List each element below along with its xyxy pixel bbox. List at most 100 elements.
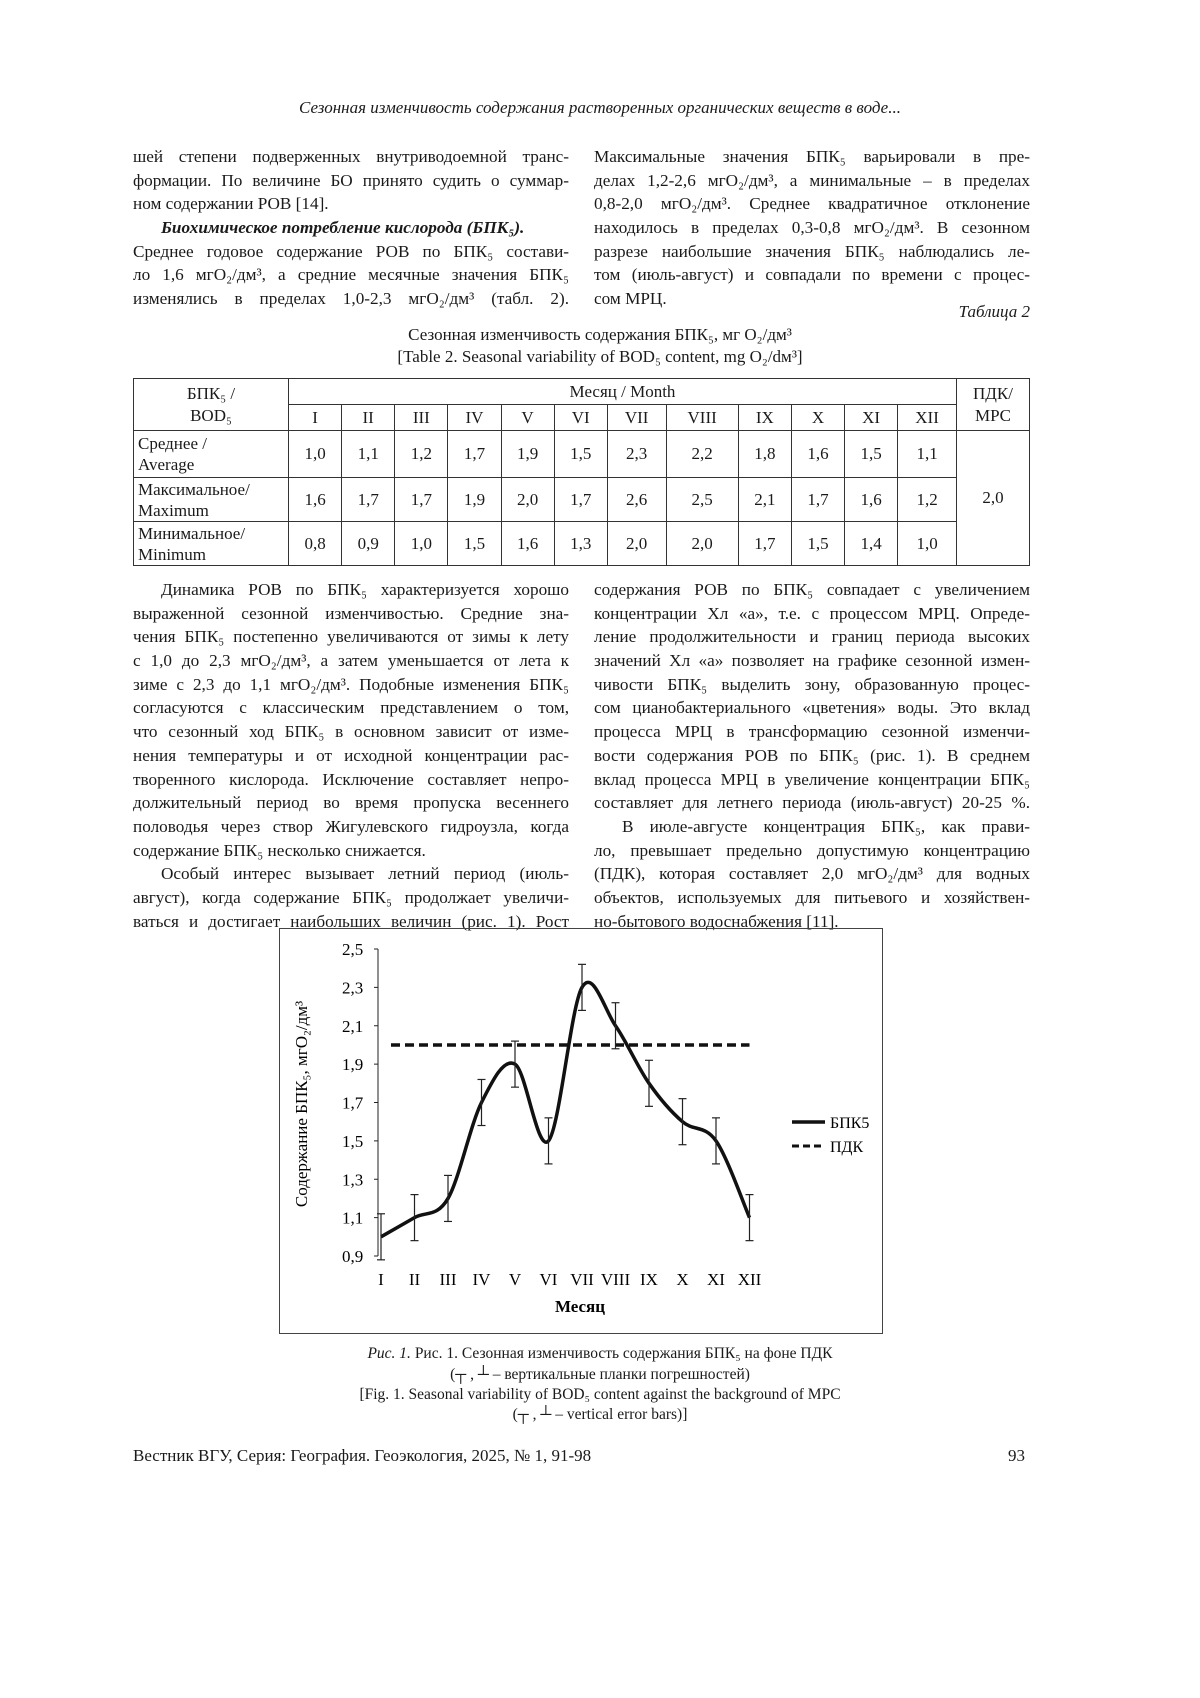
corner-header: БПК₅ /BOD₅ <box>134 379 289 431</box>
value-cell: 1,4 <box>845 522 898 566</box>
value-cell: 1,0 <box>289 431 342 478</box>
y-tick-label: 1,1 <box>342 1209 363 1228</box>
y-tick-label: 0,9 <box>342 1247 363 1266</box>
table-caption-ru: Сезонная изменчивость содержания БПК₅, м… <box>0 325 1200 345</box>
text-line: выраженной сезонной изменчивостью. Средн… <box>133 602 569 626</box>
month-cell: III <box>395 405 448 431</box>
text-line: (ПДК), которая составляет 2,0 мгO₂/дм³ д… <box>594 862 1030 886</box>
text-line: вости содержания РОВ по БПК₅ (рис. 1). В… <box>594 744 1030 768</box>
text-line: чивости БПК₅ выделить зону, образованную… <box>594 673 1030 697</box>
row-label-line: Maximum <box>138 500 288 521</box>
x-tick-label: XI <box>707 1270 725 1289</box>
text-line: разрезе наибольшие значения БПК₅ наблюда… <box>594 240 1030 264</box>
text-line: изменялись в пределах 1,0-2,3 мгO₂/дм³ (… <box>133 287 569 311</box>
text-line: Среднее годовое содержание РОВ по БПК₅ с… <box>133 240 569 264</box>
value-cell: 2,3 <box>607 431 666 478</box>
y-tick-label: 1,7 <box>342 1094 364 1113</box>
value-cell: 1,5 <box>554 431 607 478</box>
y-tick-label: 2,3 <box>342 978 363 997</box>
text-line: 0,8-2,0 мгO₂/дм³. Среднее квадратичное о… <box>594 192 1030 216</box>
bod-curve <box>381 982 750 1236</box>
x-tick-label: X <box>676 1270 688 1289</box>
text-line: с 1,0 до 2,3 мгO₂/дм³, а затем уменьшает… <box>133 649 569 673</box>
value-cell: 1,1 <box>898 431 957 478</box>
row-label: Среднее /Average <box>134 431 289 478</box>
row-label-line: Minimum <box>138 544 288 565</box>
value-cell: 2,1 <box>738 478 791 522</box>
row-label-line: Минимальное/ <box>138 523 288 544</box>
right-column-top: Максимальные значения БПК₅ варьировали в… <box>594 145 1030 311</box>
y-tick-label: 2,5 <box>342 940 363 959</box>
value-cell: 1,7 <box>554 478 607 522</box>
bod-table: БПК₅ /BOD₅Месяц / MonthПДК/MPCIIIIIIIVVV… <box>133 378 1030 566</box>
value-cell: 1,6 <box>791 431 844 478</box>
y-tick-label: 1,5 <box>342 1132 363 1151</box>
x-tick-label: VIII <box>601 1270 631 1289</box>
y-tick-label: 1,9 <box>342 1055 363 1074</box>
table-label: Таблица 2 <box>959 302 1030 322</box>
text-line: творенного кислорода. Исключение составл… <box>133 768 569 792</box>
month-cell: II <box>342 405 395 431</box>
text-line: нения температуры и от исходной концентр… <box>133 744 569 768</box>
value-cell: 0,8 <box>289 522 342 566</box>
text-line: Особый интерес вызывает летний период (и… <box>133 862 569 886</box>
value-cell: 1,5 <box>845 431 898 478</box>
caption-line: Рис. 1. Сезонная изменчивость содержания… <box>415 1345 833 1362</box>
value-cell: 2,2 <box>666 431 738 478</box>
value-cell: 1,5 <box>448 522 501 566</box>
x-tick-label: II <box>409 1270 421 1289</box>
text-line: концентрации Хл «а», т.е. с процессом МР… <box>594 602 1030 626</box>
left-column-top: шей степени подверженных внутриводоемной… <box>133 145 569 311</box>
text-line: ном содержании РОВ [14]. <box>133 192 569 216</box>
value-cell: 1,5 <box>791 522 844 566</box>
month-cell: VII <box>607 405 666 431</box>
month-cell: VIII <box>666 405 738 431</box>
x-tick-label: XII <box>738 1270 762 1289</box>
table-row: Максимальное/Maximum1,61,71,71,92,01,72,… <box>134 478 1030 522</box>
text-line: содержания РОВ по БПК₅ совпадает с увели… <box>594 578 1030 602</box>
month-header: Месяц / Month <box>289 379 957 405</box>
text-line: ло, превышает предельно допустимую конце… <box>594 839 1030 863</box>
text-line: Биохимическое потребление кислорода (БПК… <box>133 216 569 240</box>
row-label-line: Среднее / <box>138 433 288 454</box>
value-cell: 1,7 <box>342 478 395 522</box>
x-tick-label: V <box>509 1270 522 1289</box>
text-line: процесса МРЦ в трансформацию сезонной из… <box>594 720 1030 744</box>
x-tick-label: I <box>378 1270 384 1289</box>
figure-caption-ru: Рис. 1. Рис. 1. Сезонная изменчивость со… <box>0 1345 1200 1363</box>
text-line: делах 1,2-2,6 мгO₂/дм³, а минимальные – … <box>594 169 1030 193</box>
left-column-bottom: Динамика РОВ по БПК₅ характеризуется хор… <box>133 578 569 933</box>
text-line: том (июль-август) и совпадали по времени… <box>594 263 1030 287</box>
x-axis-label: Месяц <box>555 1297 605 1316</box>
value-cell: 1,7 <box>448 431 501 478</box>
corner-line: БПК₅ / <box>134 383 288 405</box>
value-cell: 1,0 <box>395 522 448 566</box>
corner-line: BOD₅ <box>134 405 288 427</box>
text-line: сом цианобактериального «цветения» воды.… <box>594 696 1030 720</box>
value-cell: 1,6 <box>845 478 898 522</box>
table-row: Минимальное/Minimum0,80,91,01,51,61,32,0… <box>134 522 1030 566</box>
text-line: август), когда содержание БПК₅ продолжае… <box>133 886 569 910</box>
text-line: чения БПК₅ постепенно увеличиваются от з… <box>133 625 569 649</box>
month-cell: IV <box>448 405 501 431</box>
x-tick-label: VI <box>540 1270 558 1289</box>
text-line: содержание БПК₅ несколько снижается. <box>133 839 569 863</box>
footer-journal: Вестник ВГУ, Серия: География. Геоэколог… <box>133 1446 591 1466</box>
month-cell: XII <box>898 405 957 431</box>
value-cell: 2,5 <box>666 478 738 522</box>
x-tick-label: IV <box>473 1270 492 1289</box>
table-caption-en: [Table 2. Seasonal variability of BOD₅ c… <box>0 347 1200 367</box>
text-line: половодья через створ Жигулевского гидро… <box>133 815 569 839</box>
text-line: ло 1,6 мгO₂/дм³, а средние месячные знач… <box>133 263 569 287</box>
month-cell: IX <box>738 405 791 431</box>
y-axis-label: Содержание БПК₅, мгO₂/дм³ <box>292 1001 311 1207</box>
value-cell: 1,2 <box>898 478 957 522</box>
legend-label: БПК5 <box>830 1115 869 1132</box>
value-cell: 1,9 <box>448 478 501 522</box>
row-label-line: Average <box>138 454 288 475</box>
bod-chart: 0,91,11,31,51,71,92,12,32,5IIIIIIIVVVIVI… <box>280 929 882 1333</box>
value-cell: 2,0 <box>666 522 738 566</box>
value-cell: 1,9 <box>501 431 554 478</box>
page-number: 93 <box>1008 1446 1025 1466</box>
